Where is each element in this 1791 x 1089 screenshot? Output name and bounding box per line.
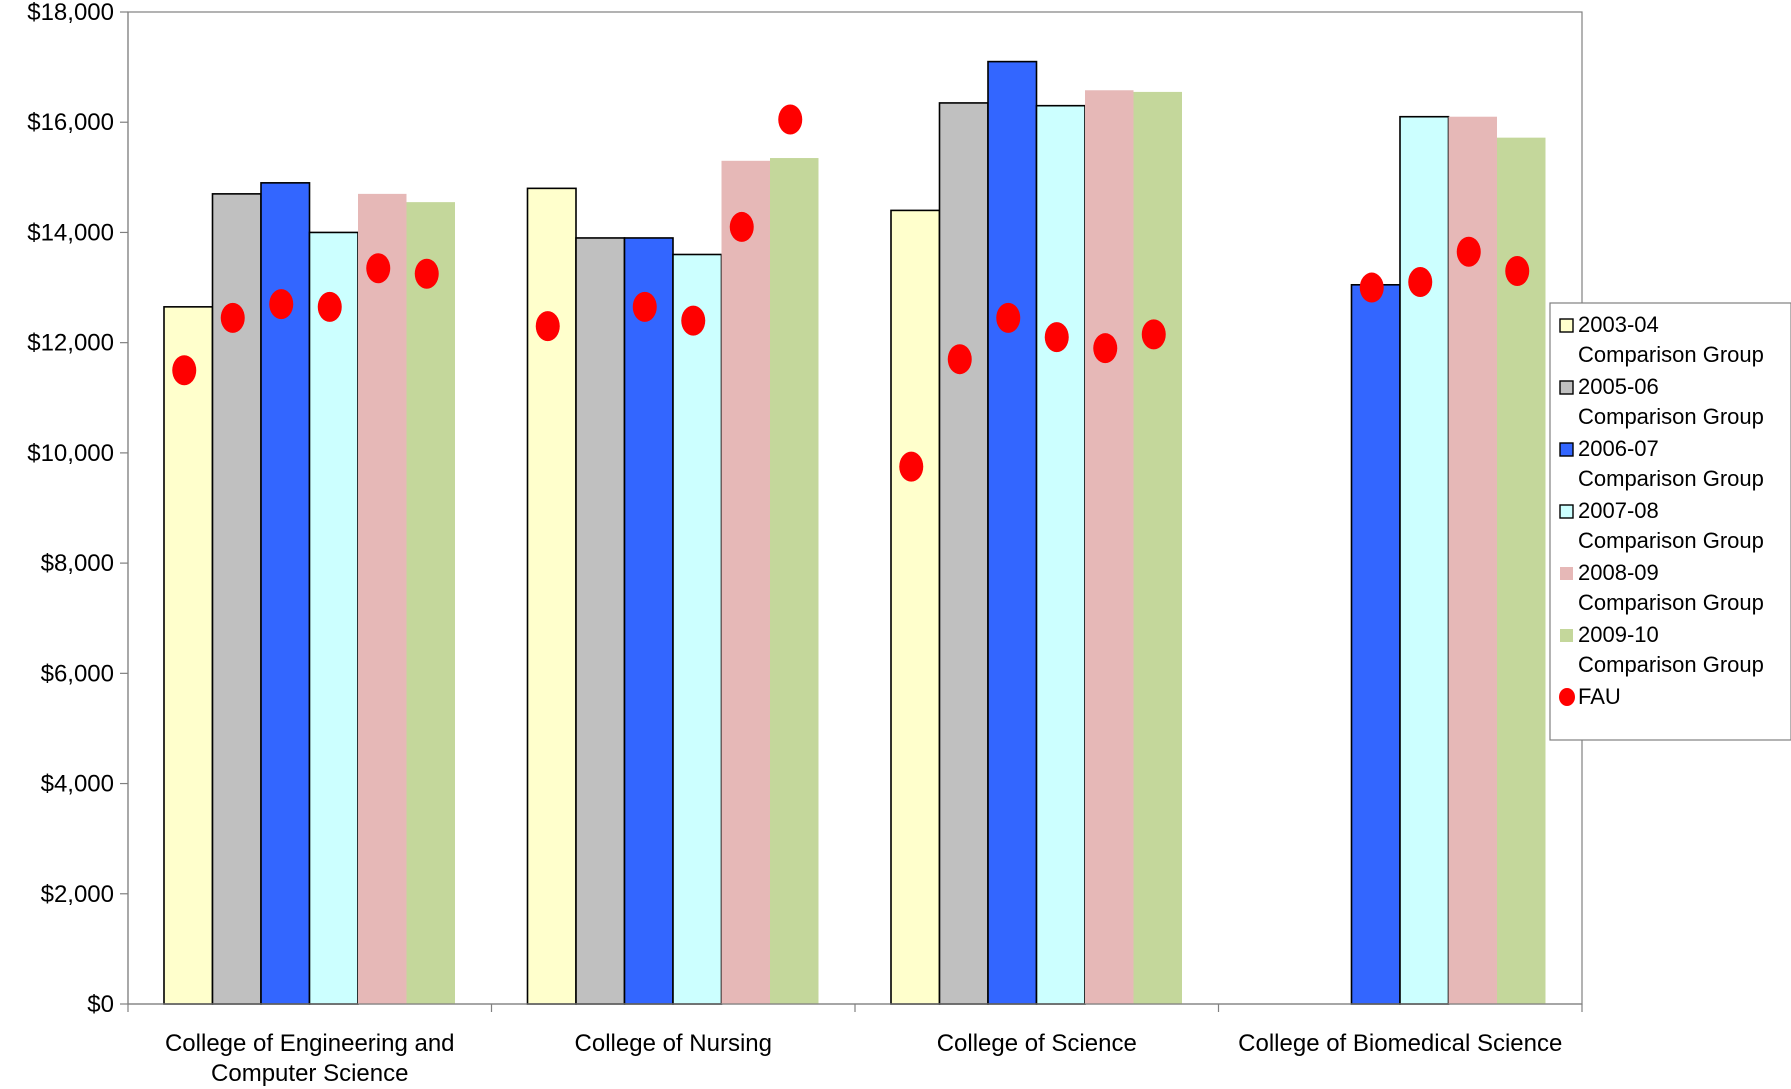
bar (1399, 115, 1450, 1005)
bar (672, 253, 723, 1005)
legend-label: 2008-09 (1578, 560, 1659, 585)
fau-marker (947, 344, 972, 375)
fau-marker (414, 258, 439, 289)
category-label: College of Biomedical Science (1238, 1030, 1562, 1057)
fau-marker (317, 291, 342, 322)
bar (526, 187, 577, 1005)
bar (1133, 91, 1182, 1004)
bar (163, 306, 214, 1005)
fau-marker (220, 302, 245, 333)
fau-marker (1141, 319, 1166, 350)
fau-marker (269, 289, 294, 320)
legend-box (1549, 302, 1791, 741)
legend-label: FAU (1578, 684, 1621, 709)
y-tick-label: $16,000 (27, 109, 114, 136)
legend-label: Comparison Group (1578, 466, 1764, 491)
bar (358, 193, 407, 1004)
legend-swatch (1559, 380, 1574, 395)
fau-marker (366, 253, 391, 284)
legend-label: 2003-04 (1578, 312, 1659, 337)
category-label: College of Engineering and (165, 1030, 455, 1057)
y-tick-label: $2,000 (41, 881, 114, 908)
bar (406, 202, 455, 1005)
category-label: College of Science (937, 1030, 1137, 1057)
fau-marker (535, 311, 560, 342)
y-tick-label: $8,000 (41, 550, 114, 577)
fau-marker (632, 291, 657, 322)
fau-marker (1359, 272, 1384, 303)
y-tick-label: $12,000 (27, 330, 114, 357)
fau-marker (778, 104, 803, 135)
fau-marker (996, 302, 1021, 333)
legend-fau-marker (1559, 688, 1575, 706)
y-tick-label: $4,000 (41, 771, 114, 798)
legend-swatch (1560, 629, 1573, 642)
bar (890, 209, 941, 1005)
fau-marker (681, 305, 706, 336)
bar (721, 160, 770, 1005)
legend-label: 2007-08 (1578, 498, 1659, 523)
legend-label: Comparison Group (1578, 590, 1764, 615)
legend-swatch (1560, 567, 1573, 580)
bar (1035, 104, 1086, 1005)
bars-layer (163, 60, 1546, 1005)
fau-marker (729, 211, 754, 242)
bar (260, 182, 311, 1005)
bar (1350, 283, 1401, 1005)
y-tick-label: $10,000 (27, 440, 114, 467)
bar (770, 158, 819, 1005)
fau-marker (172, 355, 197, 386)
legend-swatch (1559, 318, 1574, 333)
y-tick-label: $18,000 (27, 0, 114, 26)
bar (938, 102, 989, 1005)
category-label: College of Nursing (575, 1030, 772, 1057)
y-tick-label: $14,000 (27, 219, 114, 246)
y-tick-label: $6,000 (41, 660, 114, 687)
fau-markers-layer (172, 104, 1530, 482)
legend-label: Comparison Group (1578, 342, 1764, 367)
legend-label: Comparison Group (1578, 404, 1764, 429)
category-label: Computer Science (211, 1060, 408, 1087)
legend-label: Comparison Group (1578, 652, 1764, 677)
bar (623, 237, 674, 1005)
bar (575, 237, 626, 1005)
legend: 2003-04 Comparison Group 2005-06 Comparison… (1549, 302, 1791, 741)
fau-marker (1044, 322, 1069, 353)
fau-marker (1505, 256, 1530, 287)
fau-marker (1093, 333, 1118, 364)
fau-marker (899, 451, 924, 482)
axes-layer: $0 $2,000 $4,000 $6,000 $8,000 $10,000 $12,000… (27, 0, 1583, 1087)
y-tick-label: $0 (87, 991, 114, 1018)
legend-label: 2006-07 (1578, 436, 1659, 461)
fau-marker (1456, 236, 1481, 267)
bar (1085, 90, 1134, 1005)
legend-swatch (1559, 504, 1574, 519)
legend-swatch (1559, 442, 1574, 457)
bar (987, 60, 1038, 1005)
legend-label: 2009-10 (1578, 622, 1659, 647)
fau-marker (1408, 267, 1433, 298)
legend-label: 2005-06 (1578, 374, 1659, 399)
legend-label: Comparison Group (1578, 528, 1764, 553)
bar (308, 231, 359, 1005)
